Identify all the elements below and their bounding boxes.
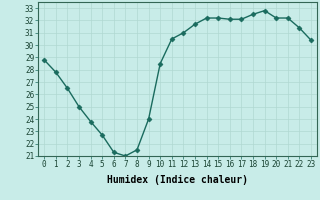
X-axis label: Humidex (Indice chaleur): Humidex (Indice chaleur) xyxy=(107,175,248,185)
